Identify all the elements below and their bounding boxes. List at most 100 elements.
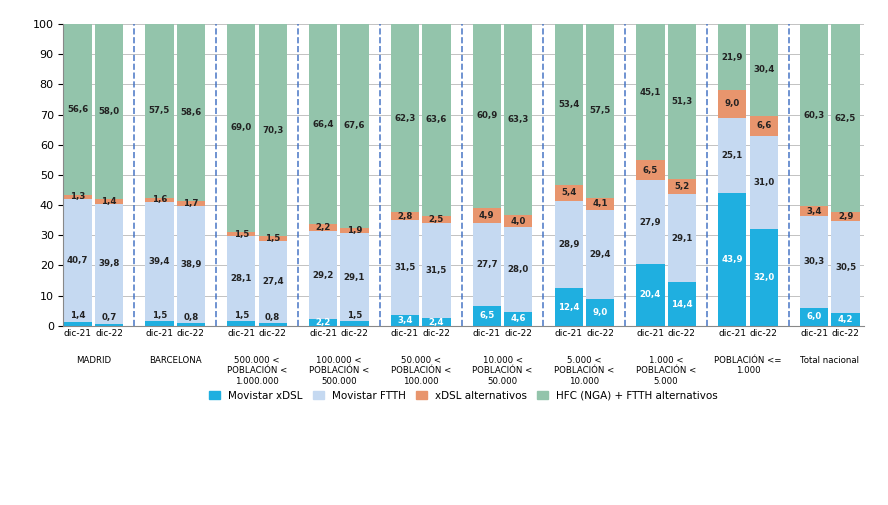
Bar [391,212,419,221]
Text: 1.000 <
POBLACIÓN <
5.000: 1.000 < POBLACIÓN < 5.000 [636,356,696,386]
Text: 12,4: 12,4 [558,302,579,312]
Bar [800,24,829,206]
Text: 57,5: 57,5 [149,106,170,115]
Bar [391,221,419,316]
Text: 29,1: 29,1 [671,234,693,243]
Text: 62,5: 62,5 [835,114,856,123]
Text: 27,4: 27,4 [262,277,283,286]
Text: 20,4: 20,4 [639,290,662,299]
Bar [668,194,696,282]
Text: 1,5: 1,5 [234,311,249,320]
Text: 1,5: 1,5 [266,234,281,243]
Bar [554,24,583,185]
Text: 45,1: 45,1 [639,88,662,97]
Bar [146,197,173,203]
Bar [472,24,501,208]
Text: 60,9: 60,9 [476,112,497,120]
Text: POBLACIÓN <=
1.000: POBLACIÓN <= 1.000 [714,356,781,375]
Text: 40,7: 40,7 [67,256,88,265]
Text: 4,9: 4,9 [479,211,495,220]
Bar [749,116,778,136]
Text: 4,0: 4,0 [511,217,526,226]
Text: 6,5: 6,5 [643,166,658,175]
Text: 32,0: 32,0 [753,273,774,282]
Text: 4,6: 4,6 [511,314,526,323]
Text: Total nacional: Total nacional [800,356,860,365]
Text: 29,1: 29,1 [344,273,365,282]
Text: 1,4: 1,4 [70,311,85,320]
Bar [227,24,256,232]
Bar [177,201,205,206]
Bar [63,24,91,195]
Text: 63,3: 63,3 [508,115,529,124]
Bar [95,24,123,199]
Bar [258,24,287,236]
Text: 1,5: 1,5 [234,230,249,239]
Bar [800,308,829,326]
Bar [472,306,501,326]
Bar [637,161,664,180]
Bar [63,195,91,199]
Text: 1,5: 1,5 [152,311,167,320]
Text: 4,2: 4,2 [838,315,853,324]
Text: 5.000 <
POBLACIÓN <
10.000: 5.000 < POBLACIÓN < 10.000 [554,356,614,386]
Bar [309,224,337,231]
Bar [472,208,501,223]
Text: 31,0: 31,0 [753,178,774,187]
Text: 1,6: 1,6 [152,195,167,205]
Text: 9,0: 9,0 [592,308,607,317]
Text: 3,4: 3,4 [397,316,413,325]
Bar [504,24,532,215]
Bar [227,321,256,326]
Bar [718,24,747,90]
Text: 2,5: 2,5 [429,215,444,224]
Bar [800,206,829,216]
Text: BARCELONA: BARCELONA [149,356,202,365]
Text: 0,7: 0,7 [101,313,116,322]
Bar [95,324,123,326]
Bar [831,24,860,212]
Text: 58,0: 58,0 [99,108,120,116]
Text: 53,4: 53,4 [558,100,579,109]
Bar [472,223,501,306]
Bar [340,233,369,321]
Text: 6,6: 6,6 [756,121,772,130]
Text: 28,0: 28,0 [508,265,529,274]
Text: 2,2: 2,2 [315,223,331,232]
Bar [718,118,747,193]
Text: 39,8: 39,8 [99,259,120,268]
Text: 100.000 <
POBLACIÓN <
500.000: 100.000 < POBLACIÓN < 500.000 [309,356,369,386]
Bar [637,264,664,326]
Text: 10.000 <
POBLACIÓN <
50.000: 10.000 < POBLACIÓN < 50.000 [472,356,533,386]
Bar [504,227,532,312]
Bar [177,323,205,326]
Bar [668,179,696,194]
Text: 38,9: 38,9 [180,260,202,269]
Bar [177,206,205,323]
Text: 62,3: 62,3 [394,114,416,123]
Text: 2,8: 2,8 [397,212,413,221]
Bar [586,298,614,326]
Bar [718,90,747,118]
Bar [668,282,696,326]
Legend: Movistar xDSL, Movistar FTTH, xDSL alternativos, HFC (NGA) + FTTH alternativos: Movistar xDSL, Movistar FTTH, xDSL alter… [205,387,722,405]
Text: 9,0: 9,0 [725,99,740,109]
Bar [554,288,583,326]
Text: 25,1: 25,1 [722,151,743,160]
Bar [831,221,860,313]
Bar [800,216,829,308]
Text: 30,3: 30,3 [804,258,825,267]
Bar [95,204,123,324]
Bar [340,24,369,228]
Bar [63,199,91,322]
Bar [309,24,337,224]
Bar [831,313,860,326]
Bar [391,316,419,326]
Bar [554,201,583,288]
Text: 1,9: 1,9 [347,226,362,235]
Text: 5,2: 5,2 [674,182,690,191]
Bar [340,228,369,233]
Text: 5,4: 5,4 [561,188,576,197]
Text: 58,6: 58,6 [180,108,202,117]
Text: 6,0: 6,0 [806,312,821,321]
